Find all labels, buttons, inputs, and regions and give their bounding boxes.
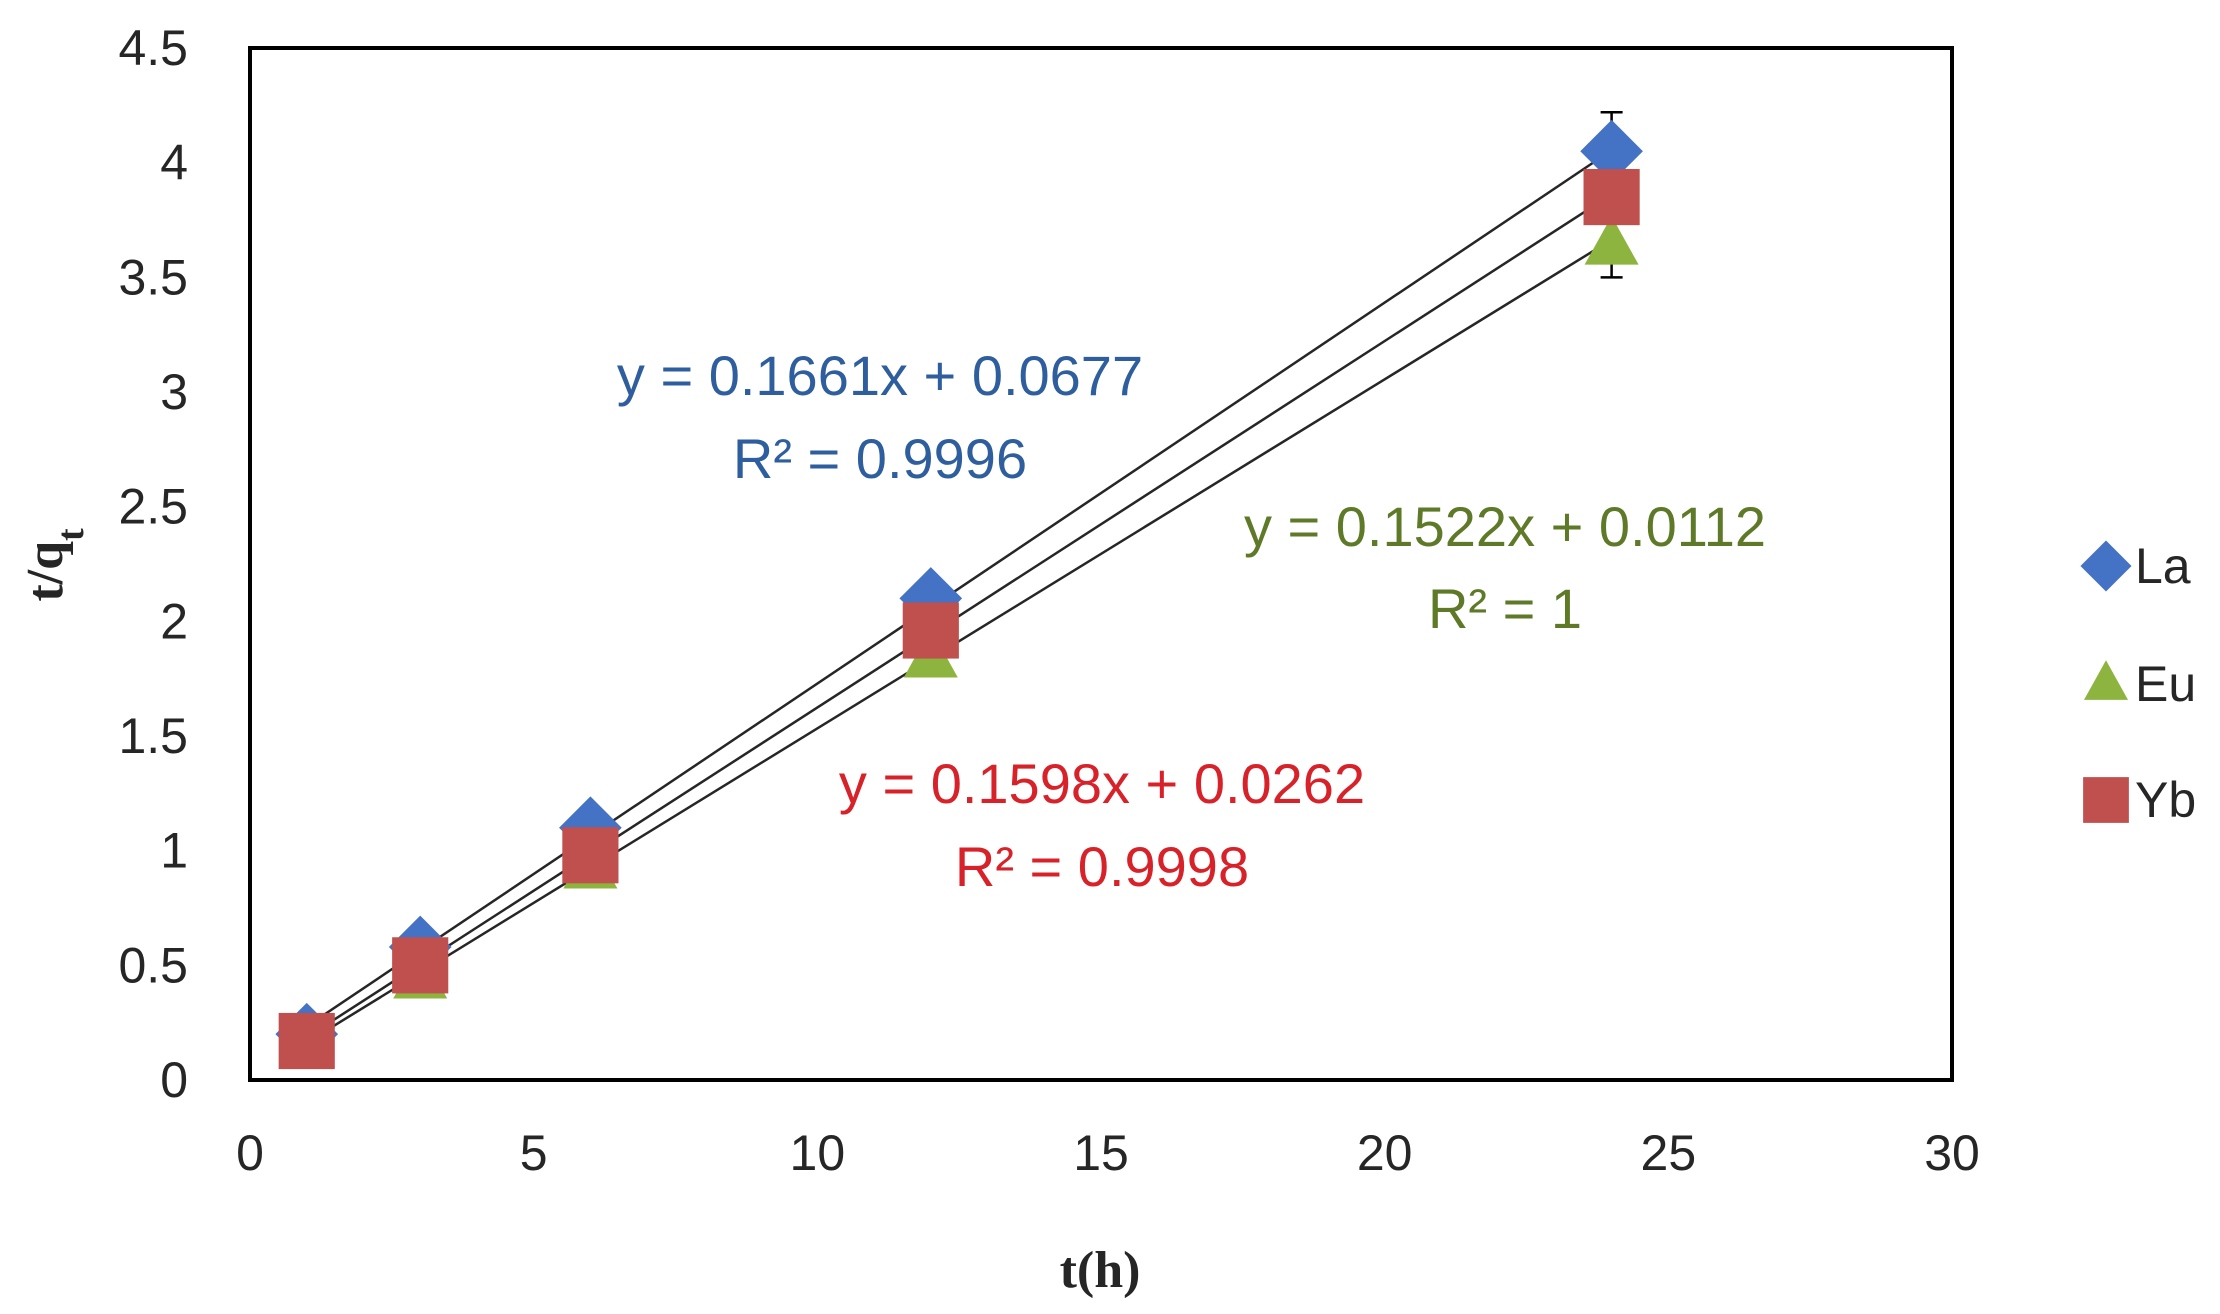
y-axis-title-main: t/q <box>17 541 74 602</box>
legend-label-la: La <box>2135 538 2191 594</box>
r-squared-yb: R² = 0.9998 <box>955 835 1249 898</box>
trendline-yb <box>306 193 1613 1039</box>
data-markers <box>275 119 1643 1070</box>
data-point-yb <box>1583 168 1640 226</box>
r-squared-la: R² = 0.9996 <box>733 427 1027 490</box>
trendline-equations: y = 0.1661x + 0.0677 R² = 0.9996 y = 0.1… <box>617 344 1766 898</box>
legend-marker-eu <box>2084 660 2128 700</box>
r-squared-eu: R² = 1 <box>1428 577 1582 640</box>
y-tick-label: 2.5 <box>118 479 188 535</box>
data-point-yb <box>278 1012 335 1070</box>
x-axis-ticks: 0 5 10 15 20 25 30 <box>236 1125 1980 1181</box>
data-point-yb <box>392 937 449 994</box>
legend-label-eu: Eu <box>2135 656 2196 712</box>
x-tick-label: 0 <box>236 1125 264 1181</box>
data-point-yb <box>562 827 619 884</box>
y-axis-title-subscript: t <box>50 528 92 541</box>
equation-yb: y = 0.1598x + 0.0262 <box>839 752 1365 815</box>
y-tick-label: 0.5 <box>118 937 188 993</box>
trendlines <box>306 149 1613 1044</box>
legend: La Eu Yb <box>2080 538 2196 828</box>
data-point-yb <box>902 602 959 659</box>
y-tick-label: 3 <box>160 364 188 420</box>
y-tick-label: 2 <box>160 593 188 649</box>
legend-marker-yb <box>2083 777 2129 823</box>
x-tick-label: 20 <box>1357 1125 1413 1181</box>
plot-area-frame <box>248 46 1954 1082</box>
x-tick-label: 25 <box>1641 1125 1697 1181</box>
data-point-la <box>1580 119 1643 183</box>
legend-label-yb: Yb <box>2135 772 2196 828</box>
y-tick-label: 0 <box>160 1052 188 1108</box>
trendline-la <box>306 149 1613 1028</box>
y-tick-label: 3.5 <box>118 249 188 305</box>
y-tick-label: 1 <box>160 823 188 879</box>
equation-la: y = 0.1661x + 0.0677 <box>617 344 1143 407</box>
x-axis-title: t(h) <box>1060 1242 1141 1299</box>
x-tick-label: 15 <box>1073 1125 1129 1181</box>
equation-eu: y = 0.1522x + 0.0112 <box>1244 495 1766 558</box>
x-tick-label: 10 <box>790 1125 846 1181</box>
legend-marker-la <box>2080 540 2132 592</box>
y-axis-ticks: 0 0.5 1 1.5 2 2.5 3 3.5 4 4.5 <box>118 20 188 1108</box>
x-tick-label: 5 <box>520 1125 548 1181</box>
data-point-eu <box>1584 216 1639 265</box>
y-tick-label: 4 <box>160 135 188 191</box>
y-axis-title: t/qt <box>17 528 92 602</box>
x-tick-label: 30 <box>1924 1125 1980 1181</box>
trendline-eu <box>306 238 1613 1044</box>
y-tick-label: 4.5 <box>118 20 188 76</box>
y-tick-label: 1.5 <box>118 708 188 764</box>
